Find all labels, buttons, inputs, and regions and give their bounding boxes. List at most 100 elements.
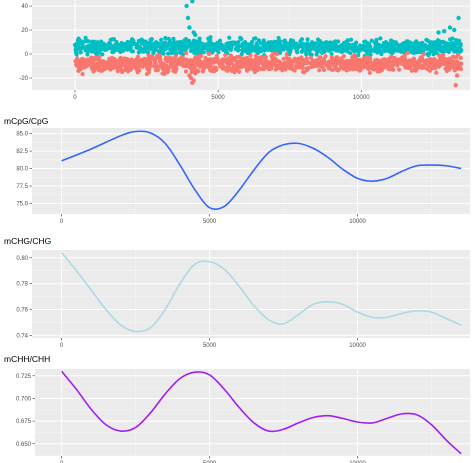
data-point [147, 67, 152, 72]
data-point [126, 62, 131, 67]
data-point [223, 52, 228, 58]
x-tick-label: 5000 [211, 95, 225, 101]
data-point [367, 70, 372, 76]
data-point [375, 44, 380, 49]
data-point [389, 54, 394, 59]
data-point [205, 61, 210, 66]
data-point [169, 50, 174, 56]
data-point [208, 67, 213, 73]
plot-background [32, 250, 470, 338]
data-point [337, 45, 342, 50]
data-point [155, 67, 160, 73]
data-point [458, 55, 463, 61]
data-point [189, 41, 194, 46]
x-tick-label: 0 [60, 219, 64, 225]
data-point [301, 43, 306, 49]
series-line [61, 130, 462, 211]
data-point [356, 62, 362, 68]
data-point [260, 60, 265, 65]
data-point [347, 43, 352, 48]
data-point [134, 56, 140, 62]
data-point [208, 63, 213, 68]
data-point [405, 50, 411, 56]
data-point [401, 45, 406, 50]
data-point [367, 56, 373, 61]
data-point [362, 39, 367, 45]
data-point [109, 55, 115, 60]
data-point [179, 45, 184, 50]
data-point-outlier [456, 15, 461, 21]
data-point [128, 45, 133, 50]
data-point [433, 50, 438, 55]
data-point [430, 44, 435, 49]
data-point [84, 64, 90, 69]
data-point [359, 47, 364, 52]
data-point [184, 62, 189, 67]
data-point [209, 41, 214, 46]
y-tick-label: 85.0 [16, 132, 28, 138]
data-point [223, 66, 228, 72]
data-point-outlier [190, 0, 195, 4]
data-point [251, 36, 257, 41]
data-point [327, 59, 332, 64]
data-point [291, 38, 296, 43]
data-point [437, 58, 442, 63]
data-point [156, 49, 162, 54]
data-point [333, 57, 338, 62]
data-point [124, 46, 130, 52]
outlier-points [184, 0, 461, 88]
y-tick-label: 0.78 [16, 282, 28, 288]
data-point-outlier [185, 15, 191, 21]
data-point [379, 51, 384, 57]
data-point [94, 46, 99, 51]
data-point [382, 57, 387, 62]
data-point [130, 59, 135, 64]
data-point [277, 47, 282, 52]
panel-4: mCHH/CHH 0 5000 10000 0.650 0.675 0.700 0.725 [4, 354, 470, 463]
data-point [421, 52, 426, 57]
data-point [281, 62, 286, 67]
data-point [250, 60, 256, 65]
data-point [442, 41, 447, 46]
data-point [152, 48, 157, 53]
data-point [230, 40, 235, 45]
data-point [144, 46, 149, 51]
data-point [329, 55, 334, 60]
y-tick-label: 0.76 [16, 308, 28, 314]
data-point [143, 39, 148, 44]
data-point [160, 71, 165, 76]
data-point [315, 37, 321, 42]
data-point [404, 40, 409, 45]
data-point [341, 63, 346, 68]
data-point [209, 57, 214, 62]
data-point [395, 63, 400, 68]
data-point [428, 40, 433, 45]
data-point [436, 64, 442, 69]
data-point [356, 49, 361, 55]
data-point [262, 54, 268, 60]
data-point [154, 42, 159, 47]
data-point [362, 56, 367, 61]
data-point [321, 67, 327, 73]
data-point-outlier [442, 29, 447, 34]
data-point [138, 58, 143, 63]
data-point [248, 53, 253, 58]
data-point [242, 57, 247, 62]
y-tick-label: 0 [25, 52, 29, 58]
data-point [446, 61, 452, 67]
data-point [391, 59, 396, 64]
data-point [113, 65, 118, 70]
data-point [300, 57, 305, 62]
data-point [315, 62, 321, 67]
data-point [140, 64, 145, 69]
data-point [85, 38, 91, 44]
data-point [277, 39, 283, 44]
data-point [425, 67, 430, 72]
data-point [400, 49, 405, 54]
data-point [283, 67, 288, 72]
data-point [109, 61, 115, 67]
data-point [269, 44, 274, 50]
data-point [305, 59, 310, 64]
y-tick-label: 80.0 [16, 167, 28, 173]
data-point [375, 50, 380, 55]
